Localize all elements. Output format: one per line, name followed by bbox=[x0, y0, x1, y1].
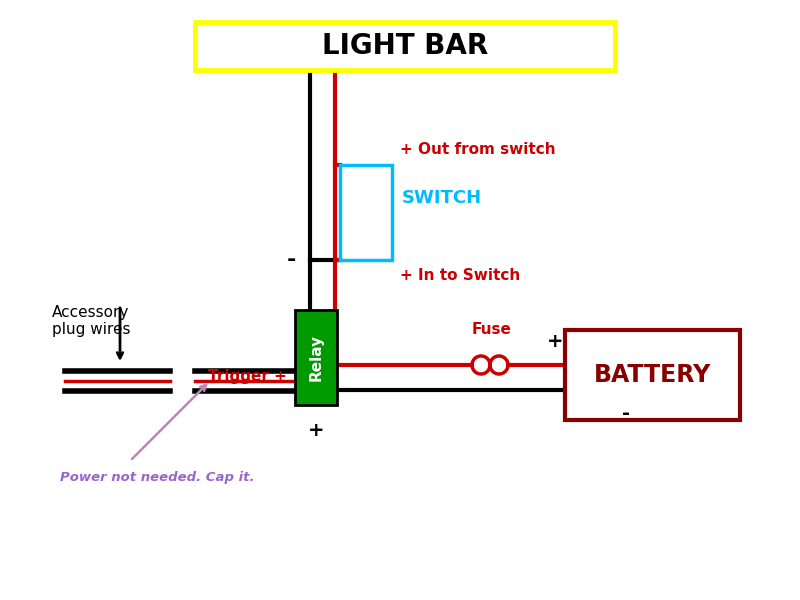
Text: + Out from switch: + Out from switch bbox=[400, 142, 556, 157]
Text: LIGHT BAR: LIGHT BAR bbox=[322, 32, 488, 60]
Text: -: - bbox=[622, 404, 630, 423]
FancyBboxPatch shape bbox=[195, 22, 615, 70]
FancyBboxPatch shape bbox=[295, 310, 337, 405]
Text: + In to Switch: + In to Switch bbox=[400, 268, 520, 283]
FancyBboxPatch shape bbox=[340, 165, 392, 260]
Text: Trigger +: Trigger + bbox=[208, 370, 287, 385]
Text: Accessory
plug wires: Accessory plug wires bbox=[52, 305, 130, 337]
Text: +: + bbox=[546, 332, 563, 351]
Text: BATTERY: BATTERY bbox=[594, 363, 711, 387]
Text: +: + bbox=[308, 421, 324, 440]
FancyBboxPatch shape bbox=[565, 330, 740, 420]
Text: SWITCH: SWITCH bbox=[402, 189, 482, 207]
Text: Power not needed. Cap it.: Power not needed. Cap it. bbox=[60, 471, 254, 484]
Text: -: - bbox=[286, 250, 296, 270]
Text: Relay: Relay bbox=[309, 334, 323, 381]
Text: Fuse: Fuse bbox=[472, 322, 512, 337]
